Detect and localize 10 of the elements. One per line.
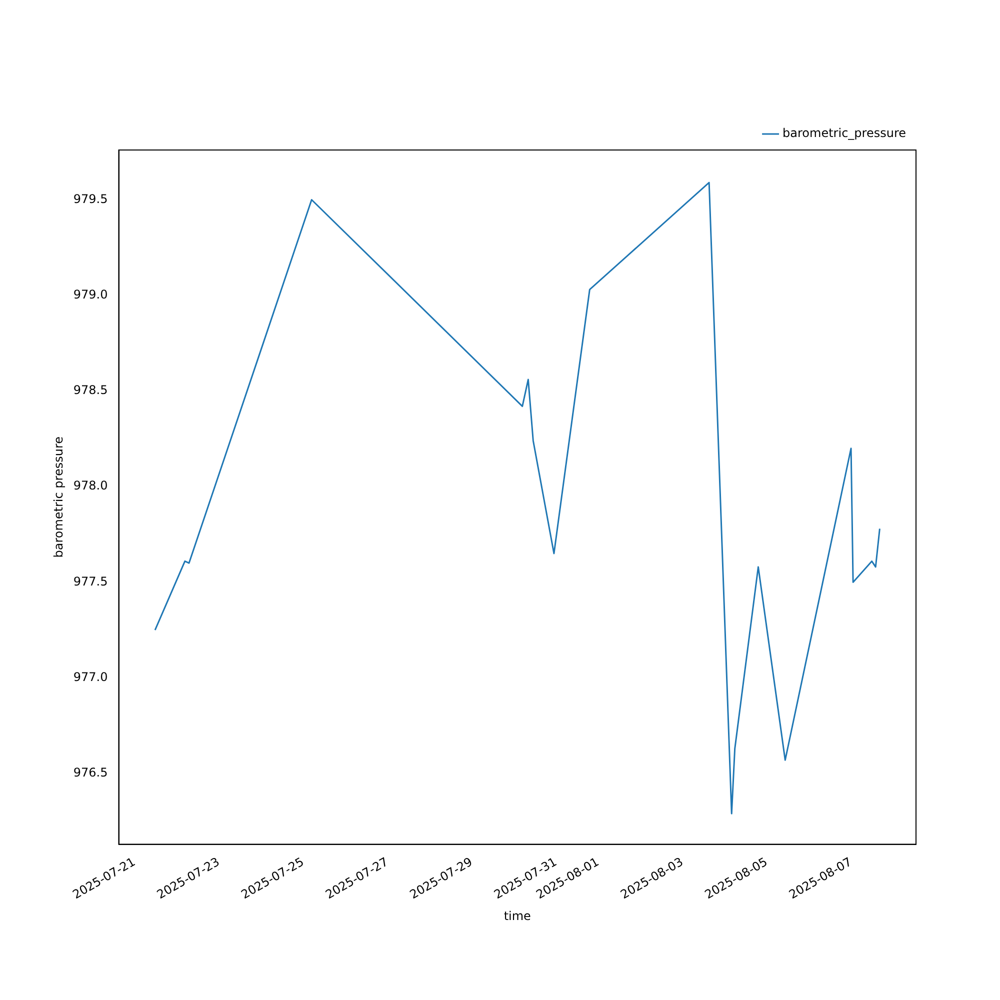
y-axis-title: barometric pressure (51, 436, 66, 558)
y-tick-label: 979.5 (73, 192, 108, 206)
y-tick-label: 976.5 (73, 766, 108, 780)
legend-label: barometric_pressure (782, 126, 906, 140)
y-tick-label: 977.0 (73, 670, 108, 684)
y-tick-label: 977.5 (73, 574, 108, 588)
y-tick-label: 978.0 (73, 478, 108, 493)
y-tick-label: 978.5 (73, 383, 108, 398)
y-tick-label: 979.0 (73, 287, 108, 302)
x-axis-title: time (504, 908, 531, 923)
